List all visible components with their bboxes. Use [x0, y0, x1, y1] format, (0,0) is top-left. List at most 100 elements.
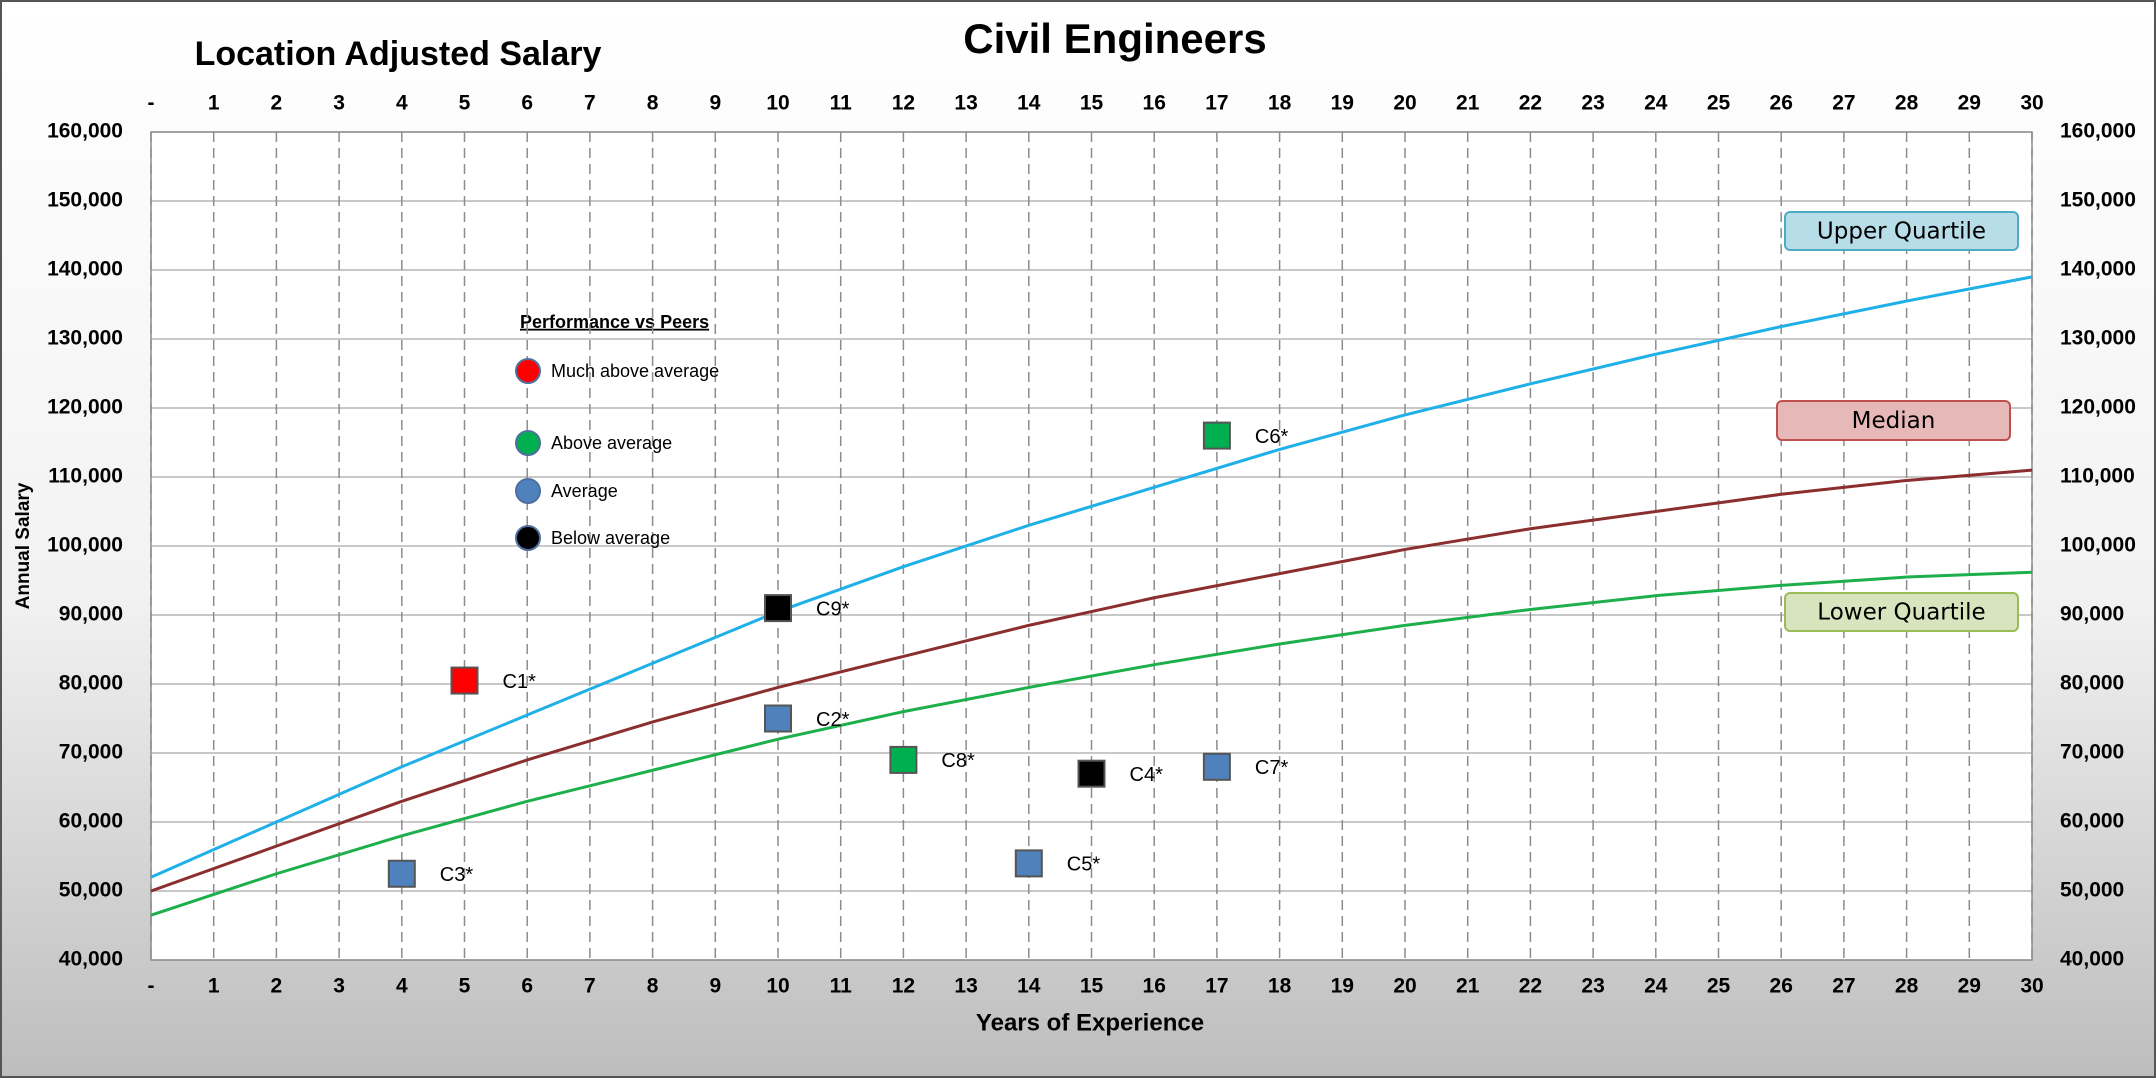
x-tick-label: 2: [271, 975, 283, 998]
y-tick-label: 80,000: [59, 672, 123, 695]
y2-tick-label: 50,000: [2060, 879, 2124, 902]
x-tick-label-top: 5: [459, 92, 471, 115]
x-tick-label-top: 16: [1143, 92, 1166, 115]
x-tick-label-top: 9: [709, 92, 721, 115]
data-point: [764, 704, 792, 733]
point-label: C2*: [816, 709, 850, 731]
series-line: [150, 570, 2033, 917]
y2-tick-label: 90,000: [2060, 603, 2124, 626]
legend-label: Above average: [551, 433, 672, 453]
point-label: C5*: [1067, 854, 1101, 876]
y2-tick-label: 70,000: [2060, 741, 2124, 764]
x-tick-label: 25: [1707, 975, 1731, 998]
y2-tick-label: 150,000: [2060, 189, 2136, 212]
y2-tick-label: 140,000: [2060, 258, 2136, 281]
x-tick-label: 13: [954, 975, 977, 998]
data-point: [764, 594, 792, 623]
y-axis-label: Annual Salary: [13, 482, 34, 609]
x-tick-label: 9: [709, 975, 721, 998]
y-tick-label: 160,000: [47, 120, 123, 143]
x-tick-label-top: 1: [208, 92, 220, 115]
chart-subtitle: Location Adjusted Salary: [195, 35, 602, 73]
x-tick-label: 8: [647, 975, 659, 998]
x-tick-label-top: 30: [2020, 92, 2043, 115]
x-tick-label-top: 12: [892, 92, 915, 115]
x-tick-label: 19: [1331, 975, 1354, 998]
x-axis-label: Years of Experience: [976, 1009, 1204, 1036]
x-tick-label: 10: [766, 975, 789, 998]
x-tick-label: 6: [521, 975, 533, 998]
x-tick-label-top: 21: [1456, 92, 1480, 115]
y-tick-label: 40,000: [59, 948, 123, 971]
series-label: Median: [1852, 408, 1936, 434]
x-tick-label-top: -: [148, 92, 155, 115]
x-tick-label: 24: [1644, 975, 1668, 998]
y2-tick-label: 120,000: [2060, 396, 2136, 419]
x-tick-label-top: 23: [1581, 92, 1604, 115]
x-tick-label-top: 29: [1958, 92, 1981, 115]
x-tick-label-top: 27: [1832, 92, 1855, 115]
legend-marker: [515, 430, 541, 456]
x-tick-label-top: 7: [584, 92, 596, 115]
chart-title: Civil Engineers: [963, 15, 1266, 62]
data-point: [387, 859, 416, 888]
x-tick-label: 16: [1143, 975, 1166, 998]
x-tick-label-top: 20: [1393, 92, 1416, 115]
x-tick-label-top: 11: [830, 92, 853, 115]
x-tick-label: 21: [1456, 975, 1480, 998]
x-tick-label-top: 4: [396, 92, 408, 115]
x-tick-label: 26: [1770, 975, 1793, 998]
y-tick-label: 130,000: [47, 327, 123, 350]
x-tick-label: 28: [1895, 975, 1919, 998]
x-tick-label: 5: [459, 975, 471, 998]
x-tick-label-top: 6: [521, 92, 533, 115]
x-tick-label-top: 17: [1205, 92, 1228, 115]
y2-tick-label: 60,000: [2060, 810, 2124, 833]
x-tick-label: 11: [830, 975, 853, 998]
series-line: [150, 468, 2033, 893]
x-tick-label-top: 22: [1519, 92, 1542, 115]
x-tick-label: -: [148, 975, 155, 998]
x-tick-label-top: 18: [1268, 92, 1292, 115]
data-point: [1202, 752, 1231, 781]
x-tick-label-top: 26: [1770, 92, 1793, 115]
legend-label: Below average: [551, 528, 670, 548]
y-tick-label: 60,000: [59, 810, 123, 833]
y2-tick-label: 80,000: [2060, 672, 2124, 695]
x-tick-label-top: 8: [647, 92, 659, 115]
y2-tick-label: 40,000: [2060, 948, 2124, 971]
legend-marker: [515, 478, 541, 504]
x-tick-label: 15: [1080, 975, 1104, 998]
point-label: C3*: [440, 864, 474, 886]
x-tick-label: 4: [396, 975, 408, 998]
legend-marker: [515, 525, 541, 551]
x-tick-label: 7: [584, 975, 596, 998]
point-label: C1*: [503, 671, 537, 693]
x-tick-label: 27: [1832, 975, 1855, 998]
x-tick-label: 18: [1268, 975, 1292, 998]
x-tick-label-top: 3: [333, 92, 345, 115]
point-label: C6*: [1255, 426, 1289, 448]
legend-label: Much above average: [551, 361, 719, 381]
x-tick-label: 12: [892, 975, 915, 998]
y-tick-label: 150,000: [47, 189, 123, 212]
point-label: C8*: [941, 750, 975, 772]
x-tick-label-top: 19: [1331, 92, 1354, 115]
x-tick-label: 20: [1393, 975, 1416, 998]
x-tick-label-top: 25: [1707, 92, 1731, 115]
series-label: Lower Quartile: [1817, 600, 1985, 626]
x-tick-label-top: 24: [1644, 92, 1668, 115]
point-label: C9*: [816, 598, 850, 620]
data-point: [1014, 849, 1043, 878]
legend-label: Average: [551, 481, 618, 501]
x-tick-label: 29: [1958, 975, 1981, 998]
series-label-box: [1776, 400, 2011, 441]
data-point: [889, 745, 918, 774]
x-tick-label: 22: [1519, 975, 1542, 998]
series-label-box: [1784, 592, 2019, 632]
x-tick-label: 3: [333, 975, 345, 998]
legend-marker: [515, 358, 541, 384]
y-tick-label: 50,000: [59, 879, 123, 902]
plot-border: [150, 131, 2033, 961]
y2-tick-label: 160,000: [2060, 120, 2136, 143]
